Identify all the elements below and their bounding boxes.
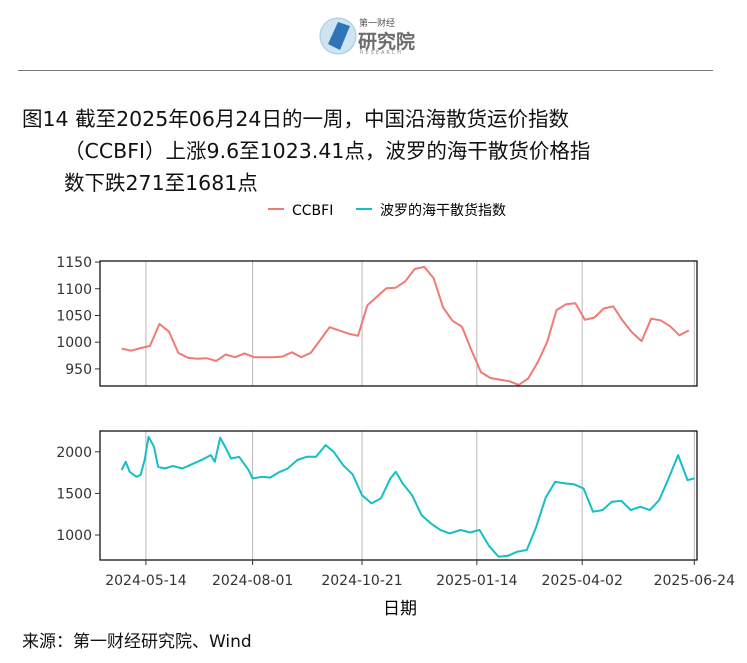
logo-brand-text: 第一财经: [359, 19, 396, 29]
y-tick-label-bdi-1000: 1000: [56, 528, 92, 544]
x-tick-label-1: 2024-08-01: [212, 573, 293, 589]
panel-frame-ccbfi: [99, 260, 698, 387]
legend-label-bdi: 波罗的海干散货指数: [380, 202, 506, 219]
y-tick-label-ccbfi-1100: 1100: [56, 282, 92, 298]
panel-ccbfi: 950 1000 1050 1100 1150: [56, 255, 698, 387]
series-line-bdi: [120, 435, 695, 558]
logo-sub-text: RESEARCH: [360, 50, 403, 56]
panel-bdi: 1000 1500 2000: [56, 430, 698, 561]
header-divider: [18, 70, 713, 71]
legend-label-ccbfi: CCBFI: [292, 203, 333, 219]
source-note: 来源：第一财经研究院、Wind: [22, 632, 252, 652]
logo-icon: [319, 17, 357, 55]
x-tick-label-3: 2025-01-14: [436, 573, 517, 589]
logo: 第一财经 研究院 RESEARCH: [318, 14, 428, 58]
figure-title-line-2: （CCBFI）上涨9.6至1023.41点，波罗的海干散货价格指: [64, 139, 591, 163]
y-tick-label-ccbfi-1000: 1000: [56, 335, 92, 351]
x-tick-label-0: 2024-05-14: [105, 573, 186, 589]
figure-title-line-3: 数下跌271至1681点: [64, 171, 258, 195]
y-tick-label-ccbfi-1150: 1150: [56, 255, 92, 271]
series-line-ccbfi: [121, 265, 690, 386]
chart-legend: CCBFI 波罗的海干散货指数: [268, 202, 506, 219]
x-tick-label-5: 2025-06-24: [654, 573, 735, 589]
y-tick-label-bdi-2000: 2000: [56, 445, 92, 461]
x-axis-title: 日期: [383, 599, 417, 619]
figure-title: 图14 截至2025年06月24日的一周，中国沿海散货运价指数 （CCBFI）上…: [22, 103, 727, 199]
figure-title-line-1: 图14 截至2025年06月24日的一周，中国沿海散货运价指数: [22, 107, 569, 131]
y-tick-label-ccbfi-950: 950: [65, 362, 92, 378]
y-tick-label-ccbfi-1050: 1050: [56, 308, 92, 324]
panel-frame-bdi: [99, 430, 698, 561]
logo-main-text: 研究院: [358, 31, 416, 53]
y-tick-label-bdi-1500: 1500: [56, 486, 92, 502]
x-tick-label-2: 2024-10-21: [321, 573, 402, 589]
x-tick-label-4: 2025-04-02: [542, 573, 623, 589]
